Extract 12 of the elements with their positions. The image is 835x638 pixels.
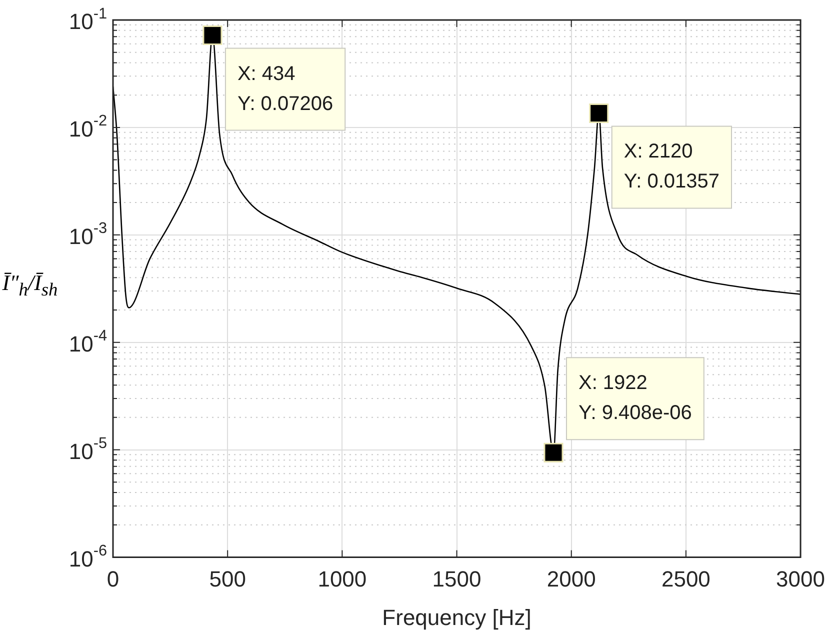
x-tick-label: 2000: [546, 566, 596, 592]
x-tick-label: 2500: [661, 566, 710, 592]
annotation: X: 1922 Y: 9.408e-06: [578, 372, 692, 424]
x-axis-title: Frequency [Hz]: [382, 604, 532, 630]
x-tick-label: 3000: [776, 566, 826, 592]
y-axis-title: Ī″$_{h}$/Ī$_{sh}$: [2, 270, 58, 300]
x-tick-label: 1000: [318, 566, 367, 592]
x-tick-label: 0: [106, 566, 120, 592]
annotation: X: 434 Y: 0.07206: [237, 62, 334, 115]
annotation: X: 2120 Y: 0.01357: [624, 140, 720, 193]
x-tick-label: 1500: [432, 566, 482, 592]
x-tick-label: 500: [209, 566, 246, 592]
